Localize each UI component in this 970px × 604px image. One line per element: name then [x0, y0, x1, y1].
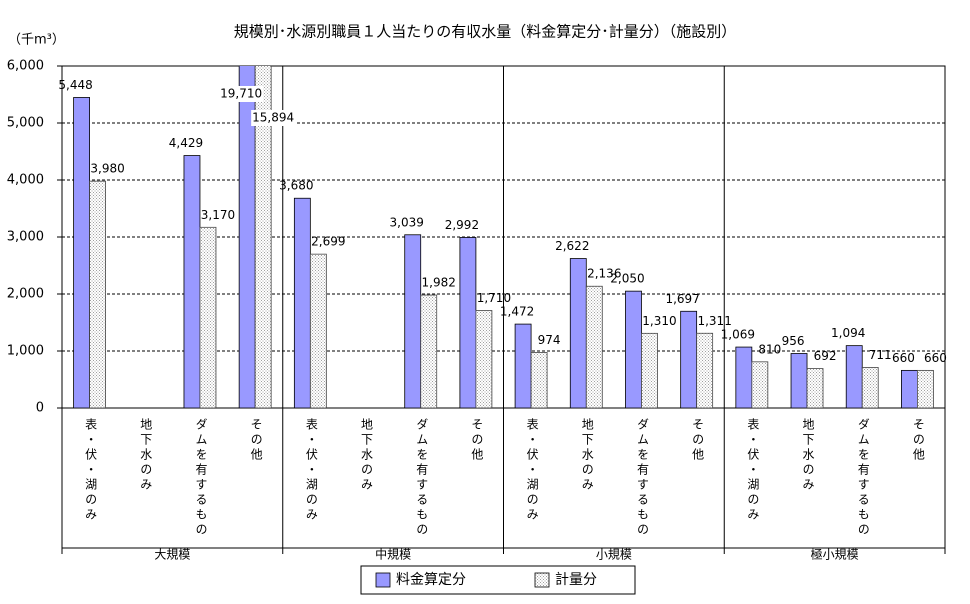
bar: [309, 253, 327, 408]
data-label: 19,710: [220, 87, 262, 101]
x-tick-label: 表・伏・湖のみ: [84, 418, 98, 523]
bar: [475, 310, 493, 408]
bar: [183, 155, 201, 408]
data-label: 1,982: [422, 276, 456, 290]
data-label: 2,992: [445, 218, 479, 232]
bar: [238, 66, 256, 408]
bar: [641, 332, 658, 408]
x-tick-label: 表・伏・湖のみ: [525, 418, 539, 523]
data-label: 1,311: [697, 314, 731, 328]
data-label: 711: [869, 348, 892, 362]
data-label: 1,310: [642, 314, 676, 328]
data-label: 660: [924, 351, 947, 365]
data-label: 956: [782, 334, 805, 348]
y-tick-label: 0: [36, 401, 44, 416]
x-tick-label: ダムを有するもの: [856, 418, 870, 538]
bar: [625, 290, 642, 408]
x-tick-label: ダムを有するもの: [194, 418, 208, 538]
label-bg: [251, 110, 296, 126]
y-tick-label: 2,000: [7, 287, 44, 302]
group-label: 極小規模: [811, 547, 859, 562]
bar: [73, 97, 90, 408]
data-label: 810: [758, 342, 781, 356]
x-tick-label: その他: [911, 418, 925, 463]
chart-title: 規模別･水源別職員１人当たりの有収水量（料金算定分･計量分）（施設別）: [234, 23, 737, 41]
data-label: 1,094: [831, 326, 865, 340]
y-tick-label: 1,000: [7, 344, 44, 359]
bar: [901, 369, 918, 408]
bar: [293, 197, 311, 408]
data-label: 3,980: [90, 162, 124, 176]
y-tick-label: 5,000: [7, 116, 44, 131]
bar: [845, 345, 863, 408]
bar: [696, 332, 714, 408]
y-tick-label: 3,000: [7, 230, 44, 245]
bar: [199, 226, 217, 408]
data-label: 2,050: [610, 272, 644, 286]
bars: [73, 66, 934, 408]
bar: [735, 346, 753, 408]
bar: [861, 367, 879, 408]
bar: [254, 66, 272, 408]
x-tick-label: 地下水のみ: [360, 418, 374, 493]
data-label: 4,429: [169, 136, 203, 150]
legend-swatch: [375, 572, 391, 588]
bar: [751, 361, 769, 408]
bar: [806, 368, 824, 408]
data-label: 692: [814, 349, 837, 363]
group-label: 大規模: [154, 547, 190, 562]
data-label: 1,472: [500, 305, 534, 319]
y-tick-label: 6,000: [7, 59, 44, 74]
legend-label: 計量分: [555, 572, 597, 588]
bar: [569, 258, 587, 408]
data-label: 1,697: [665, 292, 699, 306]
data-label: 3,039: [390, 215, 424, 229]
group-label: 中規模: [375, 547, 411, 562]
data-label: 2,699: [311, 235, 345, 249]
y-axis-label: （千m³）: [8, 33, 65, 48]
legend-swatch: [534, 572, 550, 588]
bar: [514, 323, 532, 408]
data-label: 2,622: [555, 239, 589, 253]
x-tick-label: その他: [249, 418, 263, 463]
data-label: 15,894: [252, 111, 294, 125]
data-label: 2,136: [587, 267, 621, 281]
data-label: 974: [538, 333, 561, 347]
y-tick-label: 4,000: [7, 173, 44, 188]
bar: [89, 180, 106, 408]
x-tick-label: 地下水のみ: [139, 418, 153, 493]
bar: [790, 353, 808, 408]
data-label: 3,170: [201, 208, 235, 222]
data-label: 3,680: [279, 179, 313, 193]
bar: [917, 369, 934, 408]
x-tick-label: 表・伏・湖のみ: [304, 418, 318, 523]
legend-label: 料金算定分: [396, 572, 466, 588]
bar: [459, 237, 477, 408]
data-label: 660: [892, 351, 915, 365]
x-tick-label: ダムを有するもの: [415, 418, 429, 538]
label-bg: [219, 86, 264, 102]
x-tick-label: 地下水のみ: [801, 418, 815, 493]
x-tick-label: 表・伏・湖のみ: [746, 418, 760, 523]
x-tick-label: その他: [470, 418, 484, 463]
bar: [680, 310, 698, 408]
x-tick-label: ダムを有するもの: [635, 418, 649, 538]
data-label: 5,448: [58, 78, 92, 92]
legend-box: [360, 565, 636, 595]
bar: [404, 234, 422, 408]
bar: [530, 352, 548, 408]
bar: [420, 294, 438, 408]
data-label: 1,710: [477, 291, 511, 305]
bar: [585, 285, 603, 408]
data-label: 1,069: [721, 328, 755, 342]
x-tick-label: その他: [691, 418, 705, 463]
group-label: 小規模: [596, 547, 632, 562]
x-tick-label: 地下水のみ: [580, 418, 594, 493]
